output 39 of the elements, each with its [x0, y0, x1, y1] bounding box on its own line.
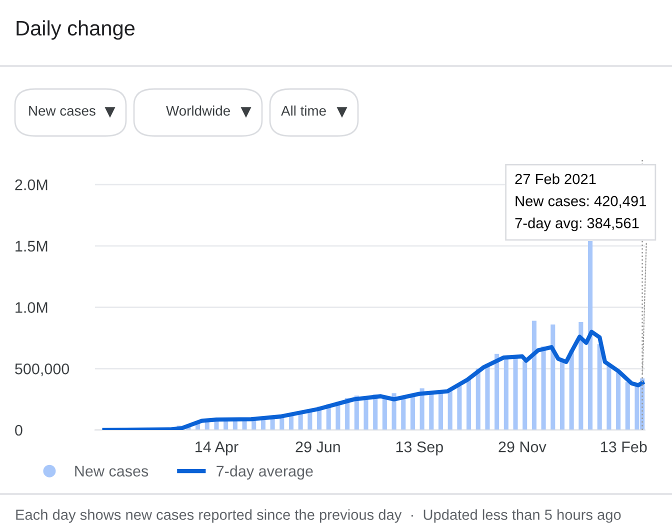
- bar: [448, 390, 452, 430]
- y-tick-label: 1.0M: [16, 302, 48, 313]
- bar: [532, 320, 536, 430]
- bar: [578, 322, 584, 430]
- bar: [457, 386, 462, 430]
- y-tick-label: 2.0M: [15, 179, 48, 190]
- x-tick-label: 29 Jun: [296, 442, 340, 452]
- legend-label: New cases: [75, 466, 148, 477]
- x-tick-label: 13 Feb: [601, 441, 647, 452]
- bar: [616, 372, 621, 430]
- bar: [494, 354, 500, 430]
- text: Worldwide: [166, 106, 230, 116]
- text: Each day shows new cases reported since the previous day · Updated less than 5 hours ago: [16, 509, 621, 523]
- bar: [597, 344, 602, 430]
- bar: [606, 366, 612, 430]
- legend-label: 7-day average: [216, 465, 313, 480]
- y-tick-label: 0: [15, 424, 22, 436]
- line-series: [102, 330, 644, 430]
- chart-title: Daily change: [16, 20, 135, 40]
- bar: [466, 378, 472, 430]
- bar: [485, 364, 490, 430]
- bar: [382, 396, 387, 430]
- bar: [476, 368, 480, 430]
- x-tick-label: 29 Nov: [498, 442, 546, 452]
- text: All time: [281, 106, 326, 116]
- annotation: 27 Feb 2021 New cases: 420,491 7-day avg: 384,561: [515, 173, 646, 232]
- bar: [522, 361, 528, 430]
- x-tick-label: 13 Sep: [396, 442, 443, 456]
- bar: [588, 241, 593, 430]
- y-tick-label: 500,000: [15, 364, 70, 376]
- bar: [569, 350, 574, 430]
- bar: [541, 346, 546, 430]
- x-tick-label: 14 Apr: [196, 442, 238, 456]
- bar: [625, 382, 630, 430]
- y-tick-label: 1.5M: [16, 240, 48, 252]
- bar: [550, 324, 556, 430]
- bar: [429, 393, 434, 430]
- text: New cases: [29, 106, 96, 116]
- bar: [560, 361, 564, 430]
